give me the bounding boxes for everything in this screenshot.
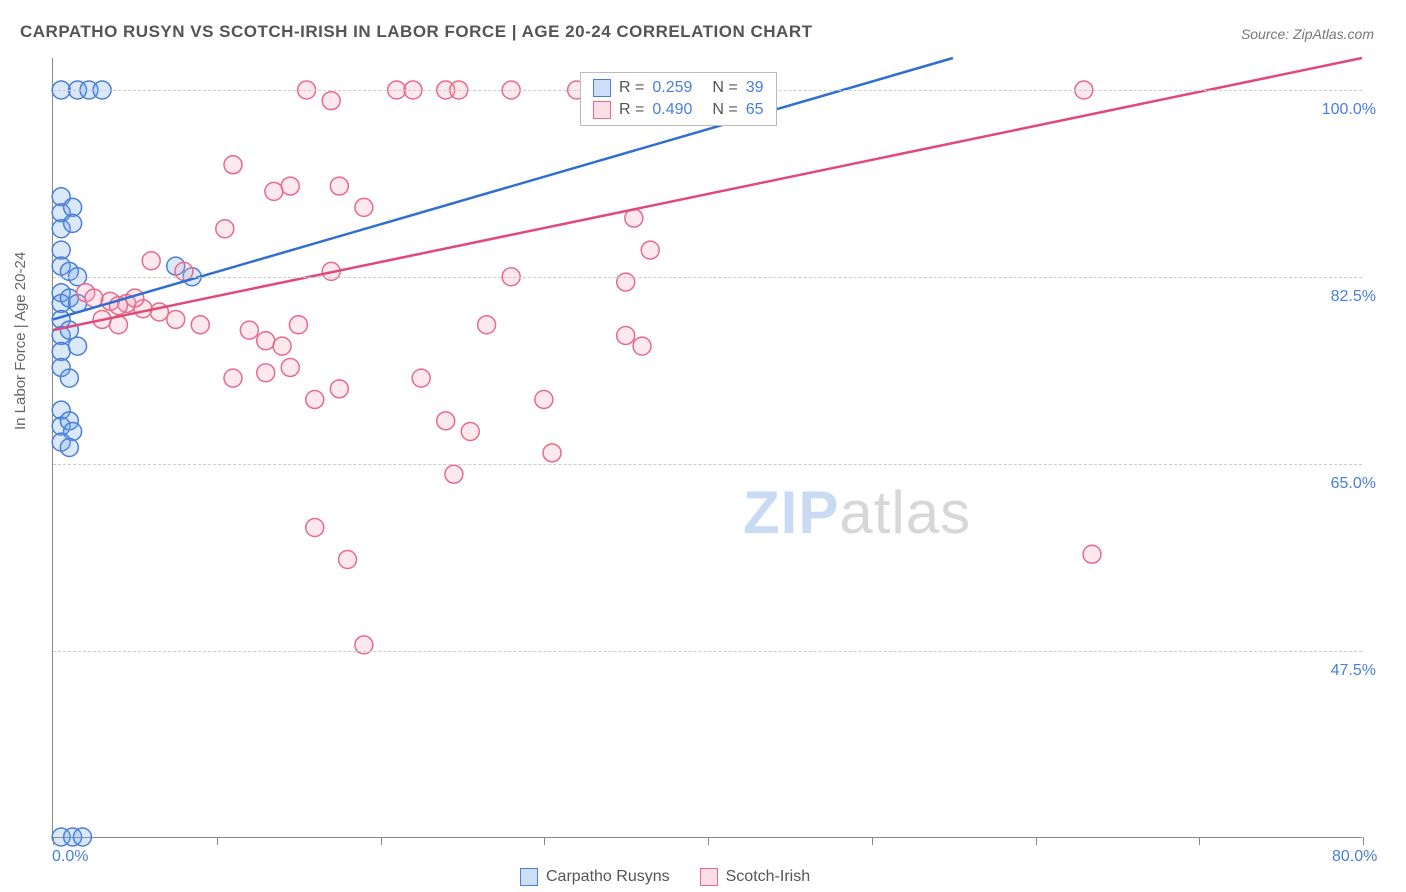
legend-item: Scotch-Irish bbox=[700, 868, 810, 886]
legend-n-label: N = bbox=[712, 101, 737, 119]
data-point bbox=[641, 241, 659, 259]
data-point bbox=[306, 519, 324, 537]
data-point bbox=[73, 828, 91, 846]
data-point bbox=[85, 289, 103, 307]
data-point bbox=[617, 273, 635, 291]
data-point bbox=[535, 390, 553, 408]
data-point bbox=[191, 316, 209, 334]
legend-r-label: R = bbox=[619, 101, 644, 119]
x-tick bbox=[544, 837, 545, 845]
legend-r-value: 0.259 bbox=[652, 79, 692, 97]
x-tick bbox=[872, 837, 873, 845]
x-tick bbox=[217, 837, 218, 845]
data-point bbox=[224, 156, 242, 174]
data-point bbox=[330, 380, 348, 398]
data-point bbox=[60, 439, 78, 457]
legend-n-value: 65 bbox=[746, 101, 764, 119]
legend-swatch-blue bbox=[593, 79, 611, 97]
data-point bbox=[355, 198, 373, 216]
legend-n-label: N = bbox=[712, 79, 737, 97]
legend-r-value: 0.490 bbox=[652, 101, 692, 119]
chart-title: CARPATHO RUSYN VS SCOTCH-IRISH IN LABOR … bbox=[20, 22, 813, 42]
series-legend: Carpatho Rusyns Scotch-Irish bbox=[520, 868, 810, 886]
y-tick-label: 47.5% bbox=[1331, 662, 1376, 680]
legend-swatch bbox=[700, 868, 718, 886]
data-point bbox=[633, 337, 651, 355]
correlation-legend: R = 0.259 N = 39 R = 0.490 N = 65 bbox=[580, 72, 777, 126]
data-point bbox=[265, 182, 283, 200]
y-tick-label: 82.5% bbox=[1331, 288, 1376, 306]
data-point bbox=[281, 177, 299, 195]
data-point bbox=[543, 444, 561, 462]
x-tick bbox=[1199, 837, 1200, 845]
data-point bbox=[60, 369, 78, 387]
x-tick bbox=[1363, 837, 1364, 845]
gridline bbox=[53, 464, 1362, 465]
data-point bbox=[478, 316, 496, 334]
data-point bbox=[281, 358, 299, 376]
data-point bbox=[330, 177, 348, 195]
x-tick bbox=[53, 837, 54, 845]
data-point bbox=[69, 337, 87, 355]
data-point bbox=[412, 369, 430, 387]
data-point bbox=[142, 252, 160, 270]
data-point bbox=[60, 321, 78, 339]
x-tick-label: 0.0% bbox=[52, 848, 88, 866]
data-point bbox=[257, 332, 275, 350]
data-point bbox=[273, 337, 291, 355]
legend-label: Carpatho Rusyns bbox=[546, 868, 670, 886]
data-point bbox=[437, 412, 455, 430]
data-point bbox=[445, 465, 463, 483]
y-tick-label: 65.0% bbox=[1331, 475, 1376, 493]
chart-area: ZIPatlas bbox=[52, 58, 1362, 838]
data-point bbox=[339, 551, 357, 569]
source-label: Source: ZipAtlas.com bbox=[1241, 26, 1374, 42]
legend-r-label: R = bbox=[619, 79, 644, 97]
x-tick bbox=[381, 837, 382, 845]
data-point bbox=[289, 316, 307, 334]
data-point bbox=[306, 390, 324, 408]
x-tick-label: 80.0% bbox=[1332, 848, 1377, 866]
data-point bbox=[64, 214, 82, 232]
data-point bbox=[617, 326, 635, 344]
legend-swatch bbox=[520, 868, 538, 886]
x-tick bbox=[1036, 837, 1037, 845]
data-point bbox=[240, 321, 258, 339]
data-point bbox=[257, 364, 275, 382]
scatter-plot-svg bbox=[53, 58, 1362, 837]
legend-label: Scotch-Irish bbox=[726, 868, 810, 886]
data-point bbox=[1083, 545, 1101, 563]
legend-item: Carpatho Rusyns bbox=[520, 868, 670, 886]
data-point bbox=[461, 423, 479, 441]
y-axis-label: In Labor Force | Age 20-24 bbox=[12, 252, 29, 430]
legend-n-value: 39 bbox=[746, 79, 764, 97]
data-point bbox=[224, 369, 242, 387]
data-point bbox=[322, 92, 340, 110]
gridline bbox=[53, 651, 1362, 652]
y-tick-label: 100.0% bbox=[1322, 101, 1376, 119]
data-point bbox=[167, 310, 185, 328]
x-tick bbox=[708, 837, 709, 845]
legend-row: R = 0.490 N = 65 bbox=[593, 99, 764, 121]
gridline bbox=[53, 277, 1362, 278]
data-point bbox=[216, 220, 234, 238]
legend-row: R = 0.259 N = 39 bbox=[593, 77, 764, 99]
legend-swatch-pink bbox=[593, 101, 611, 119]
